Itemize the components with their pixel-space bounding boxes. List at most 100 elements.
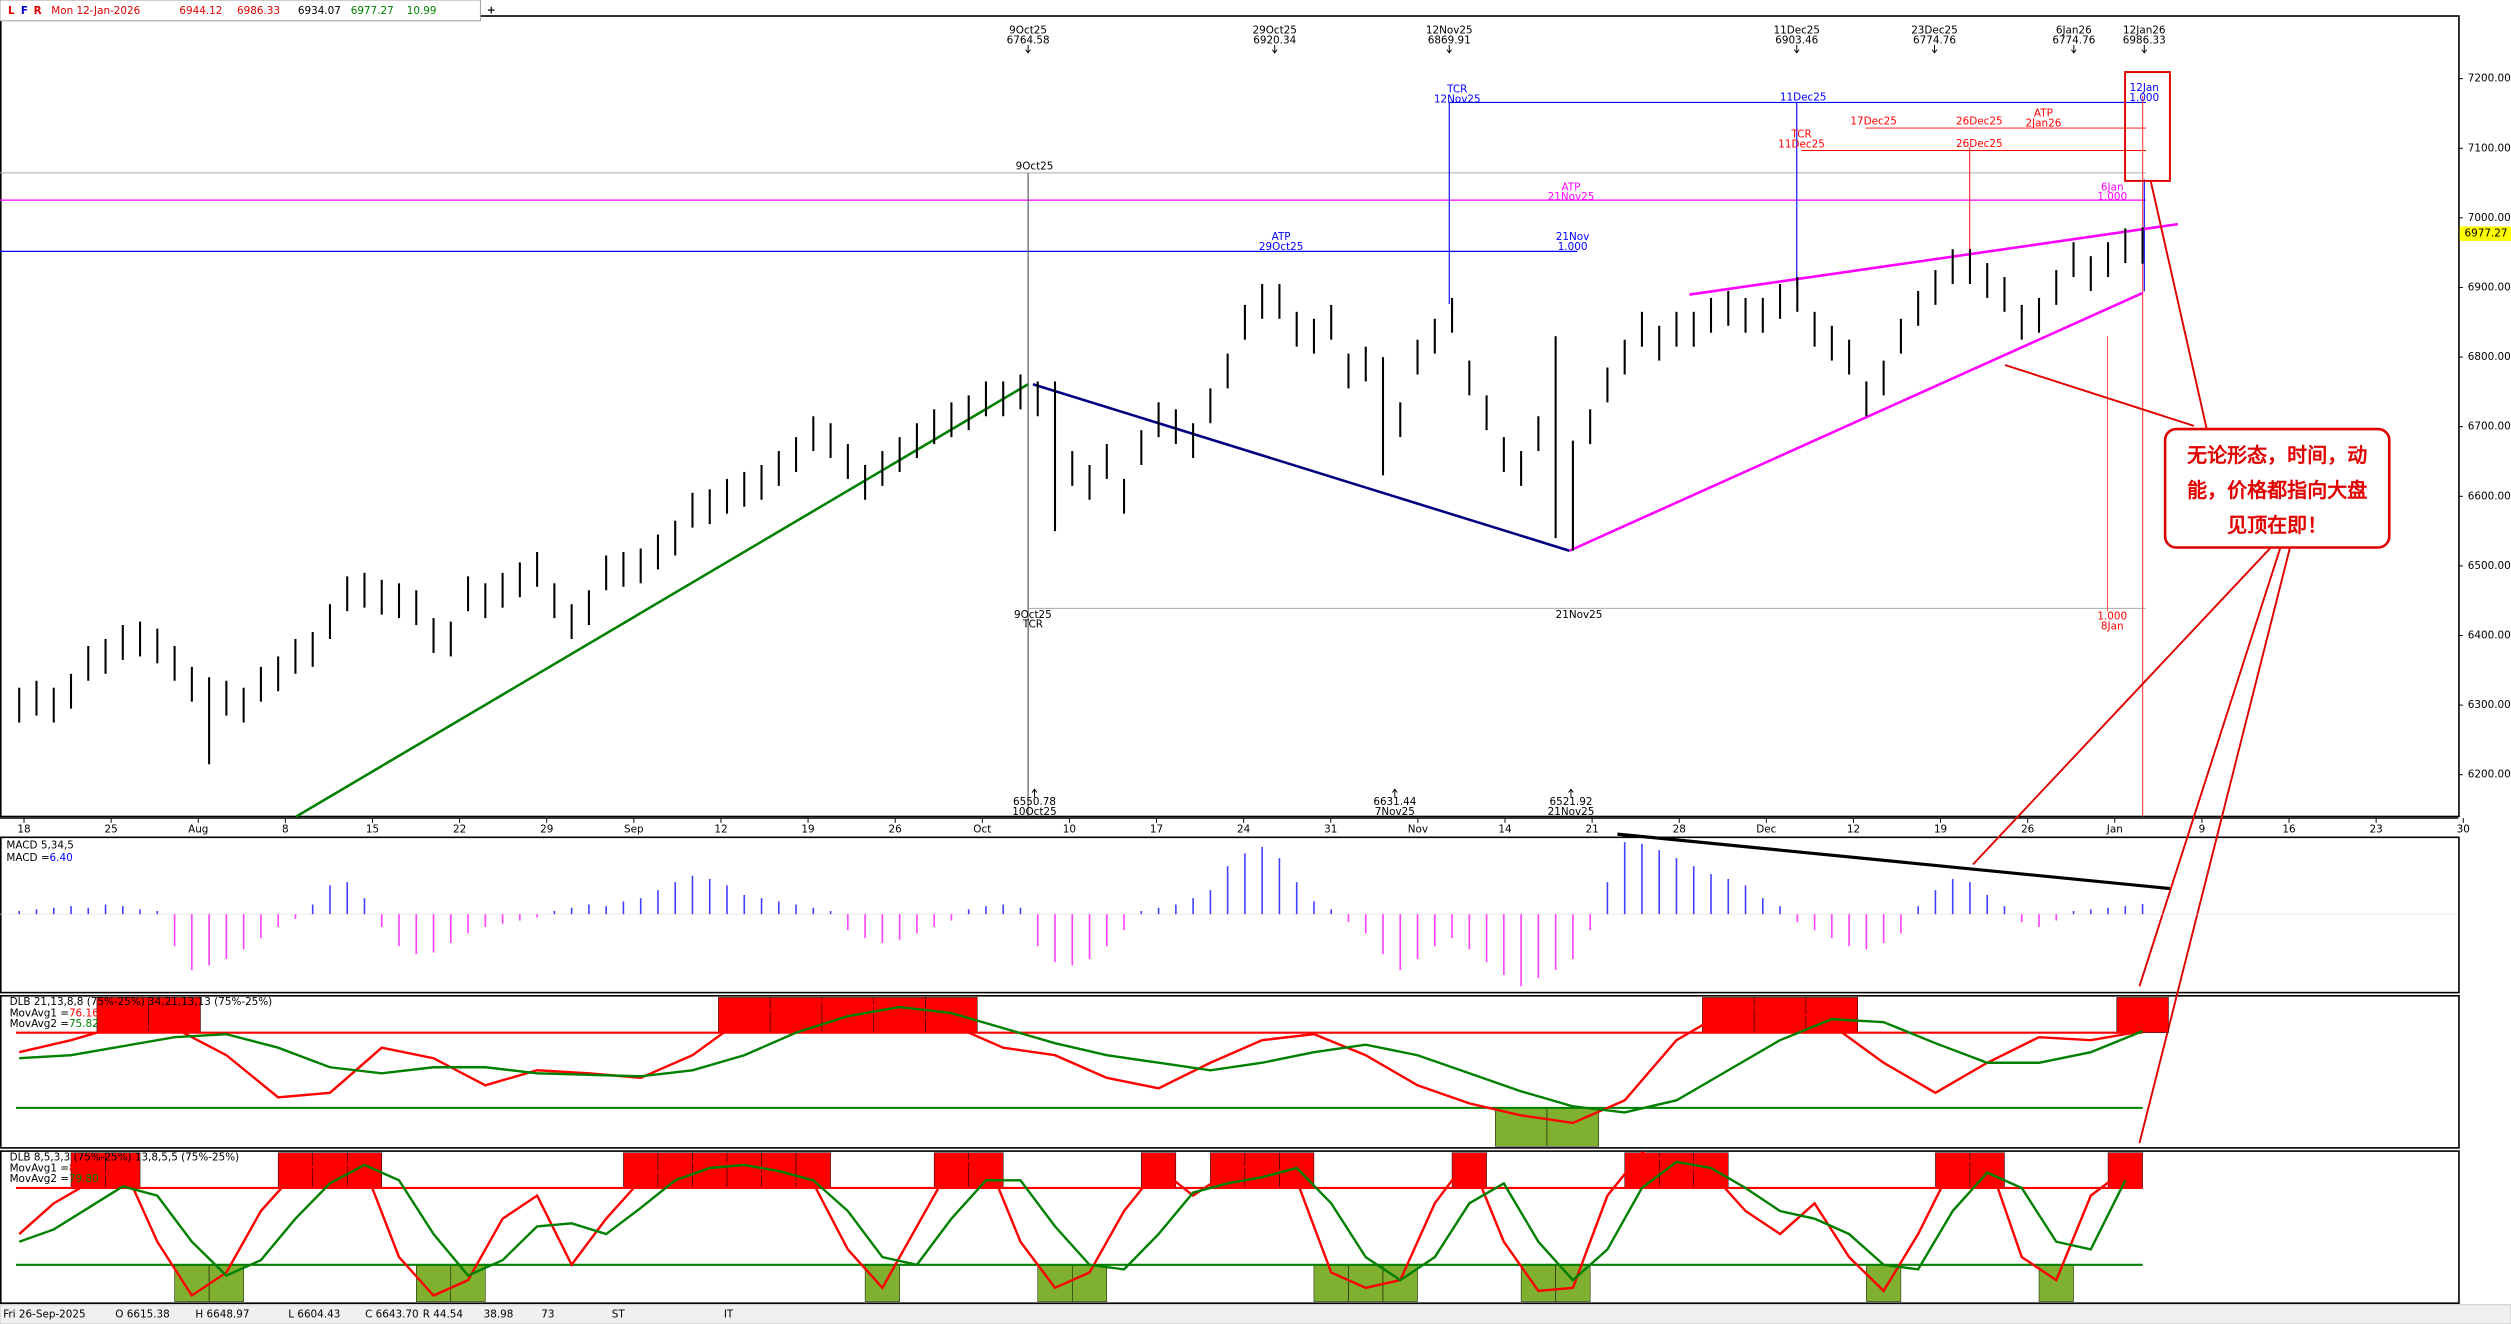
header-icon[interactable]: L: [8, 5, 15, 17]
annotation-arrow: [1392, 788, 1398, 798]
annotation-arrow: [1031, 788, 1038, 798]
annotation: 29Oct25: [1259, 241, 1303, 253]
overbought-zone: [277, 1152, 313, 1189]
annotation: 6869.91: [1428, 34, 1471, 46]
annotation: 9Oct25: [1009, 24, 1047, 36]
overlay-line: [1032, 383, 1570, 552]
annotation: 9Oct25: [1016, 161, 1054, 173]
x-tick-label: 29: [540, 823, 553, 835]
annotation-arrow: [1568, 788, 1574, 798]
osc-line: [18, 999, 2143, 1125]
annotation-arrow: [1793, 44, 1800, 54]
y-tick-label: 6800.00: [2468, 351, 2511, 363]
overbought-zone: [623, 1152, 659, 1189]
overbought-zone: [1451, 1152, 1487, 1189]
status-bar: [0, 1304, 2511, 1324]
callout-text: 见顶在即！: [2227, 513, 2327, 537]
annotation: TCR: [1446, 84, 1467, 96]
status-item: H 6648.97: [195, 1308, 249, 1320]
annotation: 21Nov25: [1548, 806, 1595, 818]
annotation: 17Dec25: [1850, 116, 1897, 128]
x-tick-label: 18: [17, 823, 30, 835]
x-tick-label: Dec: [1756, 823, 1776, 835]
add-button[interactable]: +: [487, 4, 496, 16]
annotation: 1.000: [2129, 92, 2159, 104]
x-tick-label: Sep: [624, 823, 644, 835]
annotation: 6986.33: [2123, 34, 2166, 46]
highlight-box: [2124, 71, 2171, 182]
annotation: 29Oct25: [1253, 24, 1297, 36]
overbought-zone: [1753, 997, 1807, 1033]
status-item: 38.98: [484, 1308, 514, 1320]
annotation-arrow: [1025, 44, 1031, 54]
annotation: 6Jan26: [2056, 24, 2092, 36]
panel-label: MACD 5,34,5: [6, 839, 74, 851]
oversold-zone: [2038, 1264, 2074, 1302]
overbought-zone: [2116, 997, 2169, 1033]
header-close: 6977.27: [351, 5, 394, 17]
annotation: 21Nov25: [1556, 609, 1603, 621]
overlay-line: [2138, 547, 2282, 987]
x-tick-label: Aug: [188, 823, 208, 835]
annotation: 6774.76: [1913, 34, 1956, 46]
y-tick-label: 6400.00: [2468, 630, 2511, 642]
y-tick-label: 6700.00: [2468, 421, 2511, 433]
legend-value: 87.14: [69, 1163, 99, 1175]
annotation: ATP: [2034, 108, 2053, 120]
overbought-zone: [1935, 1152, 1971, 1189]
macd-value: MACD =6.40: [6, 852, 72, 864]
status-item: IT: [724, 1308, 734, 1320]
x-tick-label: 24: [1237, 823, 1251, 835]
header-high: 6986.33: [237, 5, 280, 17]
y-tick-label: 6500.00: [2468, 560, 2511, 572]
legend-entry: MovAvg2 =75.82: [10, 1018, 99, 1030]
annotation: TCR: [1022, 619, 1043, 631]
legend-value: 76.16: [69, 1007, 99, 1019]
overlay-line: [295, 383, 1029, 818]
legend-value: 79.80: [69, 1173, 99, 1185]
y-tick-label: 6900.00: [2468, 281, 2511, 293]
oversold-zone: [1546, 1107, 1600, 1147]
annotation: 12Nov25: [1434, 94, 1481, 106]
header-date: Mon 12-Jan-2026: [51, 5, 140, 17]
x-tick-label: 23: [2370, 823, 2383, 835]
x-tick-label: 21: [1585, 823, 1598, 835]
x-tick-label: 19: [801, 823, 814, 835]
last-price-label: 6977.27: [2465, 228, 2508, 240]
x-tick-label: 12: [1847, 823, 1860, 835]
overbought-zone: [1624, 1152, 1660, 1189]
callout-text: 能，价格都指向大盘: [2187, 478, 2367, 502]
annotation: 21Nov: [1556, 231, 1590, 243]
x-tick-label: Nov: [1408, 823, 1428, 835]
overbought-zone: [718, 997, 771, 1033]
panel: [0, 995, 2460, 1149]
annotation: 7Nov25: [1375, 806, 1415, 818]
overbought-zone: [933, 1152, 969, 1189]
overlay-line: [1568, 291, 2144, 552]
annotation: 11Dec25: [1780, 92, 1827, 104]
legend-entry: MovAvg1 =87.14: [10, 1163, 99, 1175]
status-item: C 6643.70: [365, 1308, 419, 1320]
annotation: 6920.34: [1253, 34, 1296, 46]
x-tick-label: 31: [1324, 823, 1337, 835]
legend-name: MovAvg2 =: [10, 1173, 69, 1185]
header-icon[interactable]: R: [34, 5, 42, 17]
panel: [0, 1150, 2460, 1304]
x-tick-label: 30: [2457, 823, 2470, 835]
annotation: ATP: [1272, 231, 1291, 243]
y-tick-label: 7100.00: [2468, 142, 2511, 154]
status-item: 73: [541, 1308, 554, 1320]
legend-name: MovAvg2 =: [10, 1018, 69, 1030]
overbought-zone: [1805, 997, 1858, 1033]
x-tick-label: 10: [1063, 823, 1076, 835]
x-tick-label: 14: [1498, 823, 1512, 835]
overbought-zone: [925, 997, 978, 1033]
oversold-zone: [1520, 1264, 1556, 1302]
panel-label: DLB 8,5,3,3 (75%-25%) 13,8,5,5 (75%-25%): [10, 1152, 240, 1164]
header-box: [0, 0, 481, 22]
header-icon[interactable]: F: [21, 5, 28, 17]
annotation: 2Jan26: [2025, 118, 2061, 130]
oversold-zone: [864, 1264, 900, 1302]
status-item: L 6604.43: [288, 1308, 340, 1320]
